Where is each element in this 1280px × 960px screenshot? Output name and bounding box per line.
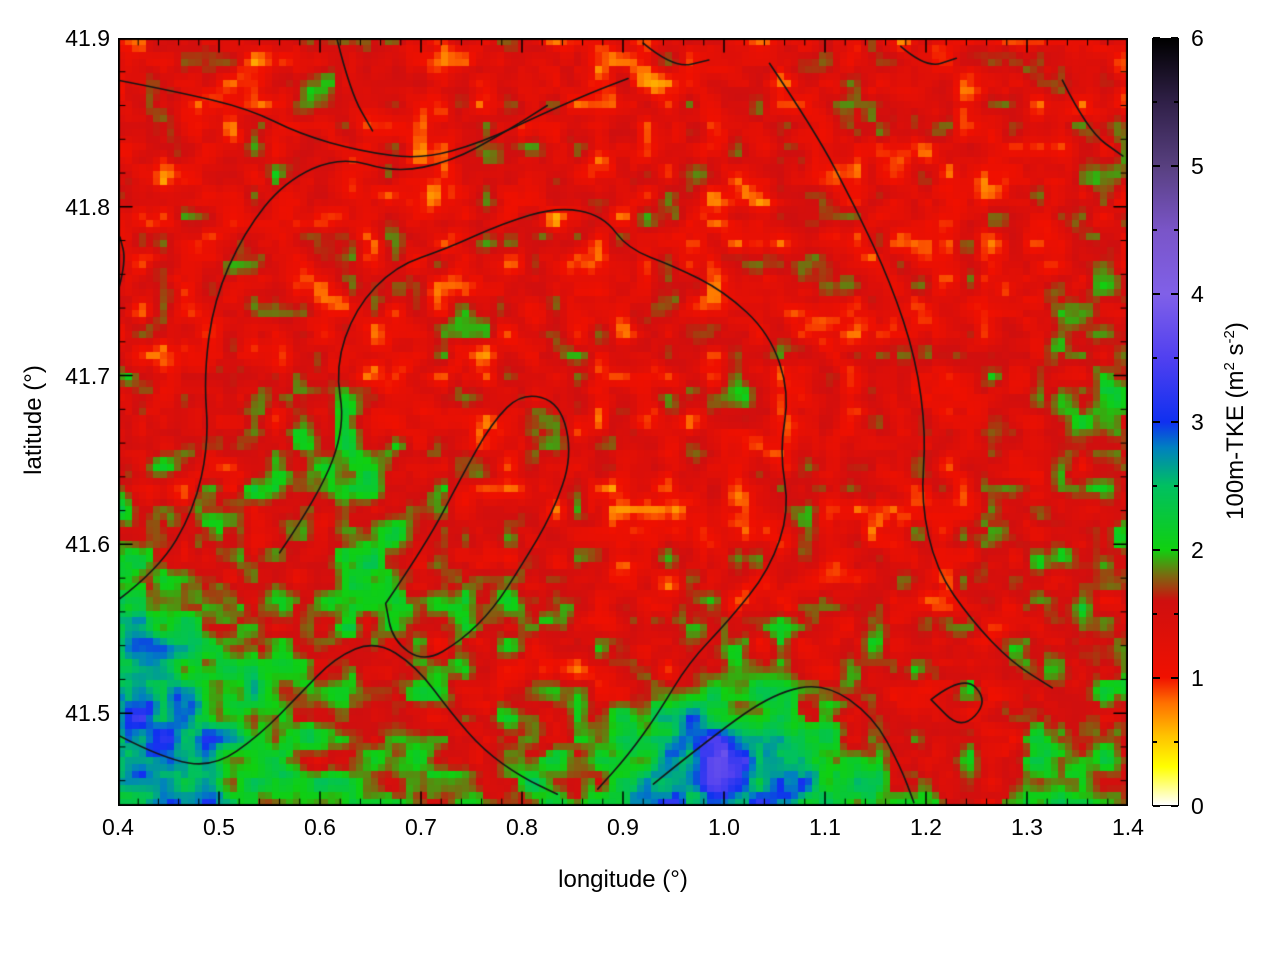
colorbar-tick	[1153, 741, 1157, 743]
colorbar-tick-label: 4	[1191, 281, 1204, 307]
colorbar-tick-label: 3	[1191, 409, 1204, 435]
y-tick-label: 41.9	[65, 25, 110, 51]
x-tick-label: 0.4	[102, 814, 134, 840]
x-tick-label: 1.0	[708, 814, 740, 840]
y-tick-label: 41.5	[65, 700, 110, 727]
colorbar-tick	[1153, 37, 1160, 39]
colorbar-tick	[1153, 293, 1160, 295]
colorbar-tick	[1171, 37, 1178, 39]
colorbar-label-text: s	[1222, 343, 1249, 363]
colorbar-label: 100m-TKE (m2 s-2)	[1216, 261, 1250, 581]
colorbar-label-superscript: 2	[1221, 362, 1238, 371]
colorbar-tick	[1174, 613, 1178, 615]
colorbar-tick	[1171, 549, 1178, 551]
colorbar-tick	[1153, 485, 1157, 487]
colorbar-tick	[1153, 101, 1157, 103]
colorbar-tick	[1171, 677, 1178, 679]
colorbar-tick	[1153, 613, 1157, 615]
x-tick-label: 0.9	[607, 814, 639, 840]
colorbar-tick	[1153, 165, 1160, 167]
x-tick-label: 0.6	[304, 814, 336, 840]
colorbar-tick	[1174, 229, 1178, 231]
colorbar-label-superscript: -2	[1221, 330, 1238, 344]
x-tick-label: 1.4	[1112, 814, 1144, 840]
colorbar-tick	[1174, 357, 1178, 359]
colorbar-tick-label: 0	[1191, 793, 1204, 819]
x-tick-label: 1.3	[1011, 814, 1043, 840]
colorbar-tick-label: 2	[1191, 537, 1204, 563]
x-tick-label: 1.2	[910, 814, 942, 840]
colorbar-tick	[1153, 229, 1157, 231]
x-tick-label: 0.5	[203, 814, 235, 840]
colorbar-tick	[1153, 677, 1160, 679]
colorbar-tick-label: 6	[1191, 25, 1204, 51]
y-axis-label: latitude (°)	[20, 365, 47, 475]
x-tick-label: 0.7	[405, 814, 437, 840]
y-tick-label: 41.8	[65, 193, 110, 220]
colorbar-tick	[1153, 805, 1160, 807]
colorbar-tick	[1174, 741, 1178, 743]
colorbar-tick	[1171, 165, 1178, 167]
y-tick-label: 41.6	[65, 531, 110, 558]
colorbar-tick	[1153, 549, 1160, 551]
colorbar-label-text: 100m-TKE (m	[1222, 370, 1249, 520]
colorbar-tick	[1153, 357, 1157, 359]
x-axis-label: longitude (°)	[558, 866, 688, 893]
colorbar-tick	[1171, 293, 1178, 295]
colorbar-tick	[1171, 421, 1178, 423]
heatmap-plot-canvas	[118, 38, 1128, 806]
colorbar-tick-label: 1	[1191, 665, 1204, 691]
colorbar-tick-label: 5	[1191, 153, 1204, 179]
colorbar-tick	[1174, 485, 1178, 487]
x-tick-label: 0.8	[506, 814, 538, 840]
colorbar-tick	[1174, 101, 1178, 103]
y-tick-label: 41.7	[65, 362, 110, 389]
x-tick-label: 1.1	[809, 814, 841, 840]
colorbar-label-text: )	[1222, 322, 1249, 331]
colorbar-tick	[1171, 805, 1178, 807]
colorbar-tick	[1153, 421, 1160, 423]
